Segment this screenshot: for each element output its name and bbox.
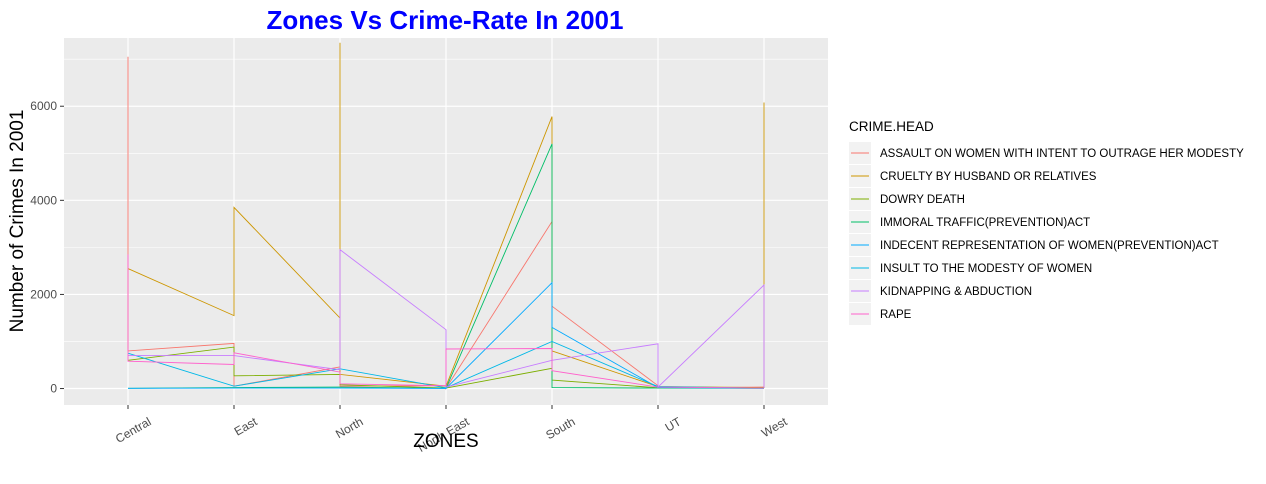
x-tick-label: East [232,414,260,438]
legend-label: DOWRY DEATH [880,194,965,206]
legend-label: KIDNAPPING & ABDUCTION [880,286,1032,298]
x-axis-title: ZONES [413,431,478,452]
legend-label: INSULT TO THE MODESTY OF WOMEN [880,263,1092,275]
x-tick-label: North [333,414,365,441]
legend-label: IMMORAL TRAFFIC(PREVENTION)ACT [880,217,1090,229]
y-tick-label: 6000 [30,99,57,113]
x-tick-label: West [759,414,790,440]
series-line [127,281,765,389]
y-axis: 0 2000 4000 6000 [30,99,64,396]
legend-label: INDECENT REPRESENTATION OF WOMEN(PREVENT… [880,240,1219,252]
legend-label: CRUELTY BY HUSBAND OR RELATIVES [880,171,1097,183]
x-tick-label: South [543,414,577,442]
x-tick-label: Central [113,414,154,445]
series-line [127,254,765,389]
legend-title: CRIME.HEAD [849,119,934,134]
legend-label: RAPE [880,309,912,321]
y-tick-label: 0 [50,382,57,396]
y-axis-title: Number of Crimes In 2001 [7,110,28,333]
series-line [128,248,765,389]
legend-label: ASSAULT ON WOMEN WITH INTENT TO OUTRAGE … [880,148,1244,160]
chart-title: Zones Vs Crime-Rate In 2001 [267,5,624,35]
y-tick-label: 2000 [30,287,57,301]
series-line [127,143,765,389]
y-tick-label: 4000 [30,193,57,207]
x-tick-label: UT [663,414,684,434]
series-lines [127,42,765,390]
legend: CRIME.HEAD ASSAULT ON WOMEN WITH INTENT … [849,119,1244,325]
